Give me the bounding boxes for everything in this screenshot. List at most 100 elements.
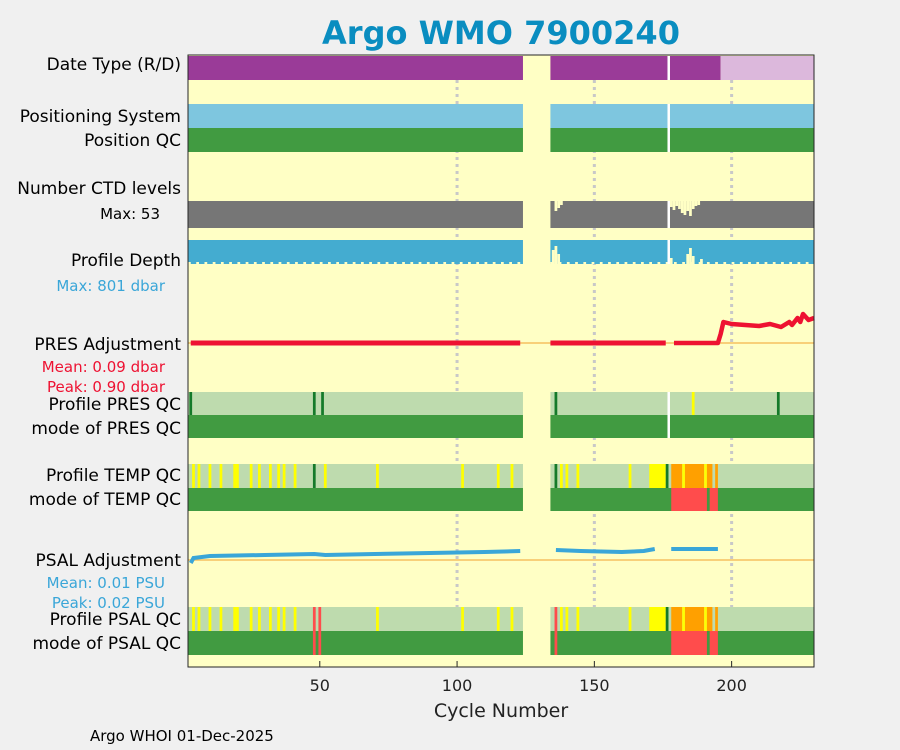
- psal-qc-mark-7: [258, 607, 261, 631]
- depth-notch-5: [196, 262, 199, 264]
- psal-qc-mark-0: [192, 607, 195, 631]
- psal-mode-range-1: [709, 631, 718, 655]
- psal-qc-range-7: [715, 607, 718, 631]
- depth-notch-17: [229, 262, 232, 264]
- depth-notch-113: [492, 262, 496, 264]
- depth-notch-92: [435, 262, 438, 264]
- depth-notch-65: [360, 262, 364, 264]
- depth-notch-38: [286, 262, 290, 264]
- depth-notch-194: [715, 262, 718, 264]
- pres-qc-cut: [667, 392, 670, 438]
- psal-qc-range-6: [706, 607, 713, 631]
- depth-notch-50: [319, 262, 323, 264]
- depth-notch-110: [484, 262, 488, 264]
- plot-background: [188, 55, 814, 667]
- depth-notch-173: [657, 262, 661, 264]
- depth-notch-224: [797, 262, 801, 264]
- ctd-levels-band-seg-0: [188, 201, 523, 228]
- depth-notch-89: [426, 262, 430, 264]
- row-label-profile_pres_qc: Profile PRES QC: [48, 395, 181, 415]
- depth-notch-98: [451, 262, 455, 264]
- position-cut: [667, 104, 670, 152]
- x-tick-label-100: 100: [442, 676, 473, 695]
- ctd-dip-3: [669, 201, 673, 207]
- plot-frame: [187, 54, 815, 668]
- temp-profile-qc-band-seg-0: [188, 464, 523, 488]
- ctd-cut: [667, 201, 670, 228]
- positioning-band-seg-0: [188, 104, 523, 128]
- ctd-dip-7: [680, 201, 684, 213]
- date-type-realtime-seg-0: [188, 56, 523, 80]
- row-label-profile_depth: Profile Depth: [71, 251, 181, 271]
- depth-notch-77: [393, 262, 397, 264]
- psal-qc-range-0: [649, 607, 666, 631]
- date-type-delayed-seg-1: [720, 56, 814, 80]
- depth-notch-41: [295, 262, 298, 264]
- psal-qc-mark-17: [510, 607, 514, 631]
- row-stat-ctd_levels: Max: 53: [100, 205, 160, 223]
- psal-qc-mark-1: [197, 607, 201, 631]
- psal-qc-mark-14: [376, 607, 379, 631]
- temp-qc-mark-3: [219, 464, 223, 488]
- pres-line-seg-3: [673, 311, 815, 346]
- row-label-ctd_levels: Number CTD levels: [17, 179, 181, 199]
- temp-qc-mark-13: [323, 464, 327, 488]
- depth-notch-197: [723, 262, 727, 264]
- depth-notch-53: [328, 262, 331, 264]
- pres-qc-mark-5: [776, 392, 780, 415]
- ctd-dip-13: [697, 201, 701, 205]
- row-stat-pres_adjustment-1: Peak: 0.90 dbar: [47, 378, 166, 396]
- position-qc-band-seg-1: [550, 128, 814, 152]
- depth-notch-218: [781, 262, 784, 264]
- ctd-dip-8: [683, 201, 687, 215]
- row-label-position_qc: Position QC: [84, 131, 181, 151]
- pres-qc-mark-3: [554, 392, 558, 415]
- depth-notch-176: [665, 262, 669, 264]
- temp-qc-range-2: [671, 464, 683, 488]
- row-label-pres_adjustment: PRES Adjustment: [34, 335, 181, 355]
- psal-qc-mark-21: [576, 607, 580, 631]
- row-label-psal_adjustment: PSAL Adjustment: [36, 551, 182, 571]
- psal-qc-mark-20: [565, 607, 569, 631]
- depth-notch-47: [311, 262, 315, 264]
- temp-qc-mark-14: [376, 464, 379, 488]
- depth-dip-0: [551, 250, 555, 264]
- depth-notch-158: [616, 262, 620, 264]
- depth-cut: [667, 240, 670, 264]
- temp-qc-range-4: [684, 464, 705, 488]
- depth-notch-206: [748, 262, 751, 264]
- temp-qc-mark-0: [192, 464, 195, 488]
- depth-notch-80: [402, 262, 405, 264]
- depth-notch-44: [303, 262, 307, 264]
- depth-notch-23: [245, 262, 249, 264]
- row-labels: Date Type (R/D) Positioning System Positio…: [17, 55, 181, 654]
- depth-notch-20: [237, 262, 241, 264]
- temp-qc-mark-21: [576, 464, 580, 488]
- ctd-dip-0: [554, 201, 558, 211]
- depth-notch-200: [731, 262, 735, 264]
- depth-notch-215: [772, 262, 776, 264]
- pres-qc-mark-2: [321, 392, 324, 415]
- depth-notch-146: [583, 262, 587, 264]
- psal-qc-range-2: [671, 607, 683, 631]
- temp-qc-mark-4: [233, 464, 237, 488]
- temp-qc-mark-10: [282, 464, 286, 488]
- depth-dip-1: [554, 246, 558, 264]
- depth-dip-5: [689, 248, 692, 264]
- depth-notch-14: [220, 262, 224, 264]
- psal-mode-qc-band-seg-0: [188, 631, 523, 655]
- depth-notch-167: [641, 262, 644, 264]
- psal-qc-mark-18: [554, 607, 558, 631]
- depth-notch-209: [756, 262, 760, 264]
- psal-qc-mark-2: [208, 607, 212, 631]
- psal-profile-qc-band-seg-0: [188, 607, 523, 631]
- ctd-dip-1: [557, 201, 561, 208]
- psal-qc-mark-16: [496, 607, 500, 631]
- psal-qc-mark-4: [233, 607, 237, 631]
- row-stat-psal_adjustment-0: Mean: 0.01 PSU: [47, 574, 165, 592]
- temp-qc-mark-20: [565, 464, 569, 488]
- depth-notch-86: [418, 262, 422, 264]
- psal-line-seg-2: [555, 547, 656, 555]
- temp-qc-mark-7: [258, 464, 261, 488]
- depth-notch-191: [706, 262, 710, 264]
